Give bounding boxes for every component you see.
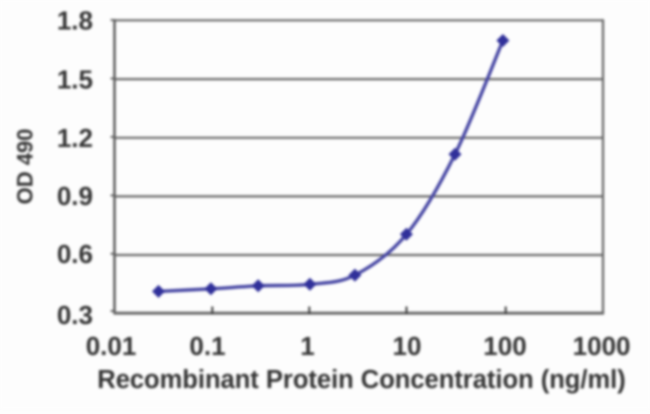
svg-text:100: 100	[483, 331, 526, 361]
svg-text:1.8: 1.8	[57, 6, 93, 36]
svg-text:Recombinant Protein Concentrat: Recombinant Protein Concentration (ng/ml…	[97, 366, 625, 394]
svg-text:0.01: 0.01	[86, 331, 137, 361]
svg-text:0.6: 0.6	[57, 239, 93, 269]
svg-text:1.5: 1.5	[57, 65, 93, 95]
svg-text:0.9: 0.9	[57, 181, 93, 211]
svg-text:OD 490: OD 490	[13, 129, 38, 205]
svg-text:10: 10	[393, 331, 422, 361]
svg-text:1000: 1000	[573, 331, 631, 361]
svg-text:1: 1	[300, 331, 314, 361]
svg-text:0.3: 0.3	[57, 300, 93, 330]
svg-text:0.1: 0.1	[189, 331, 225, 361]
svg-text:1.2: 1.2	[57, 123, 93, 153]
